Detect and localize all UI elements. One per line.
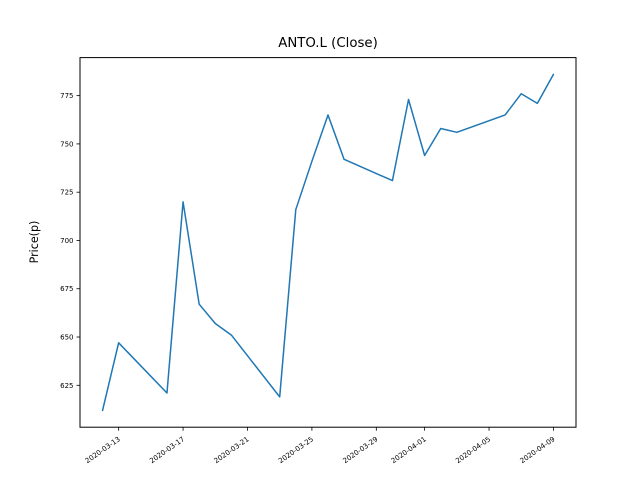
line-series-group: [101, 73, 555, 412]
x-tick-label: 2020-03-29: [342, 435, 380, 465]
x-tick-label: 2020-04-05: [454, 435, 492, 465]
y-axis-ticks: 625 650 675 700 725 750 775: [60, 92, 80, 390]
x-tick-label: 2020-03-25: [277, 435, 315, 465]
x-tick-label: 2020-04-09: [519, 435, 557, 465]
y-tick-label: 675: [60, 285, 73, 293]
y-tick-label: 700: [60, 237, 73, 245]
y-tick-label: 725: [60, 189, 73, 197]
chart-title: ANTO.L (Close): [278, 36, 378, 51]
x-tick-label: 2020-03-17: [148, 435, 186, 465]
x-tick-label: 2020-04-01: [390, 435, 428, 465]
y-tick-label: 650: [60, 334, 73, 342]
x-tick-label: 2020-03-21: [213, 435, 251, 465]
x-tick-label: 2020-03-13: [84, 435, 122, 465]
x-axis-ticks: 2020-03-13 2020-03-17 2020-03-21 2020-03-25…: [84, 427, 557, 465]
y-tick-label: 775: [60, 92, 73, 100]
y-axis-label: Price(p): [28, 221, 41, 264]
plot-area: [80, 57, 576, 428]
price-line: [101, 73, 555, 412]
y-tick-label: 625: [60, 382, 73, 390]
axes-spines: [79, 57, 577, 428]
y-tick-label: 750: [60, 140, 73, 148]
